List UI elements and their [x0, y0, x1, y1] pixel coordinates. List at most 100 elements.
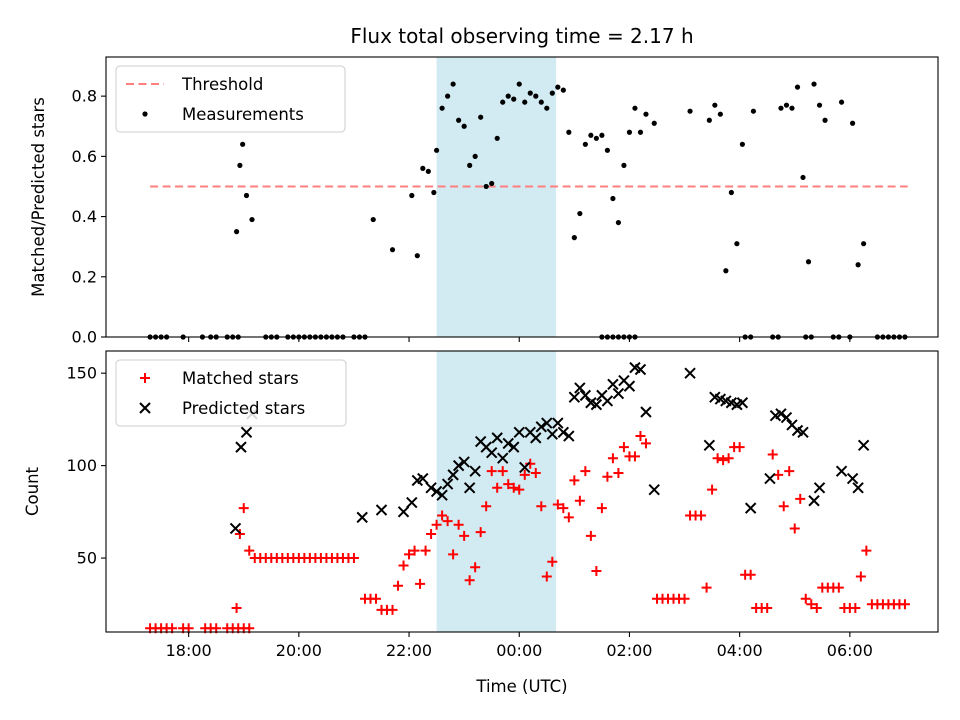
measurement-point	[237, 162, 243, 168]
predicted-point	[406, 496, 418, 509]
matched-point	[387, 604, 398, 615]
predicted-point	[813, 482, 826, 494]
matched-point	[404, 549, 415, 560]
matched-point	[795, 493, 806, 504]
measurement-point	[522, 99, 528, 105]
measurement-point	[717, 111, 723, 117]
matched-point	[789, 523, 800, 534]
measurement-point	[604, 147, 611, 153]
predicted-point	[640, 406, 652, 418]
measurement-point	[599, 132, 605, 138]
x-tick-label: 04:00	[717, 641, 763, 660]
predicted-point	[623, 380, 636, 392]
matched-point	[519, 469, 530, 480]
matched-point	[811, 602, 822, 613]
predicted-point	[703, 439, 716, 451]
y-tick-label: 0.6	[72, 147, 97, 166]
predicted-point	[375, 504, 388, 516]
matched-point	[712, 453, 723, 464]
measurement-point	[500, 99, 506, 105]
predicted-point	[590, 398, 603, 411]
predicted-point	[797, 426, 809, 439]
matched-point	[486, 466, 497, 477]
predicted-point	[808, 495, 820, 507]
y-axis-label: Matched/Predicted stars	[29, 97, 48, 297]
measurement-point	[615, 219, 622, 226]
matched-point	[899, 599, 910, 610]
predicted-point	[417, 472, 429, 485]
predicted-point	[563, 430, 575, 442]
measurement-point	[533, 93, 539, 99]
matched-point	[580, 466, 591, 477]
measurement-point	[626, 129, 633, 135]
measurement-point	[233, 229, 240, 235]
matched-point	[398, 560, 409, 571]
measurement-point	[243, 192, 250, 199]
y-tick-label: 0.0	[72, 328, 97, 347]
measurement-point	[538, 99, 544, 105]
predicted-point	[634, 363, 647, 376]
predicted-point	[612, 387, 625, 400]
predicted-point	[452, 459, 465, 472]
matched-point	[453, 519, 464, 530]
matched-point	[442, 516, 453, 527]
predicted-point	[530, 432, 542, 444]
predicted-point	[229, 522, 242, 535]
x-tick-label: 02:00	[606, 641, 652, 660]
legend-box	[115, 65, 346, 133]
predicted-point	[497, 452, 509, 464]
predicted-point	[552, 417, 564, 429]
matched-point	[420, 545, 431, 556]
measurement-point	[560, 87, 566, 93]
matched-point	[370, 593, 381, 604]
measurement-point	[637, 129, 644, 135]
matched-point	[481, 501, 492, 512]
predicted-point	[519, 461, 531, 474]
measurement-point	[483, 183, 489, 190]
matched-point	[536, 501, 547, 512]
measurement-point	[511, 96, 517, 102]
measurement-point	[420, 165, 426, 171]
measurement-point	[431, 189, 437, 196]
predicted-point	[541, 417, 553, 429]
measurement-point	[409, 192, 415, 199]
measurement-point	[778, 105, 784, 111]
x-tick-label: 18:00	[166, 641, 212, 660]
measurement-point	[478, 114, 484, 120]
matched-point	[514, 484, 525, 495]
measurement-point	[800, 174, 806, 181]
matched-point	[602, 471, 613, 482]
matched-point	[448, 549, 459, 560]
matched-point	[635, 431, 646, 442]
matched-point	[415, 578, 426, 589]
matched-point	[833, 582, 844, 593]
matched-point	[701, 582, 712, 593]
axes-frame	[105, 56, 939, 338]
measurement-point	[582, 141, 588, 147]
measurement-point	[450, 81, 456, 87]
matched-point	[696, 510, 707, 521]
legend-label: Matched stars	[182, 369, 299, 388]
matched-point	[431, 519, 442, 530]
matched-point	[492, 482, 503, 493]
predicted-point	[835, 465, 848, 477]
measurement-point	[734, 241, 740, 247]
predicted-point	[436, 489, 448, 501]
matched-point	[762, 602, 773, 613]
matched-point	[778, 501, 789, 512]
predicted-point	[397, 506, 410, 518]
measurement-point	[445, 93, 451, 99]
predicted-point	[235, 441, 247, 453]
measurement-point	[632, 105, 638, 111]
predicted-point	[469, 465, 481, 477]
matched-point	[707, 484, 718, 495]
legend-label: Predicted stars	[182, 399, 305, 418]
measurement-point	[861, 241, 867, 247]
matched-point	[552, 499, 563, 510]
matched-point	[591, 565, 602, 576]
predicted-point	[579, 389, 592, 402]
measurement-point	[750, 108, 757, 114]
matched-point	[861, 545, 872, 556]
predicted-point	[846, 472, 859, 485]
